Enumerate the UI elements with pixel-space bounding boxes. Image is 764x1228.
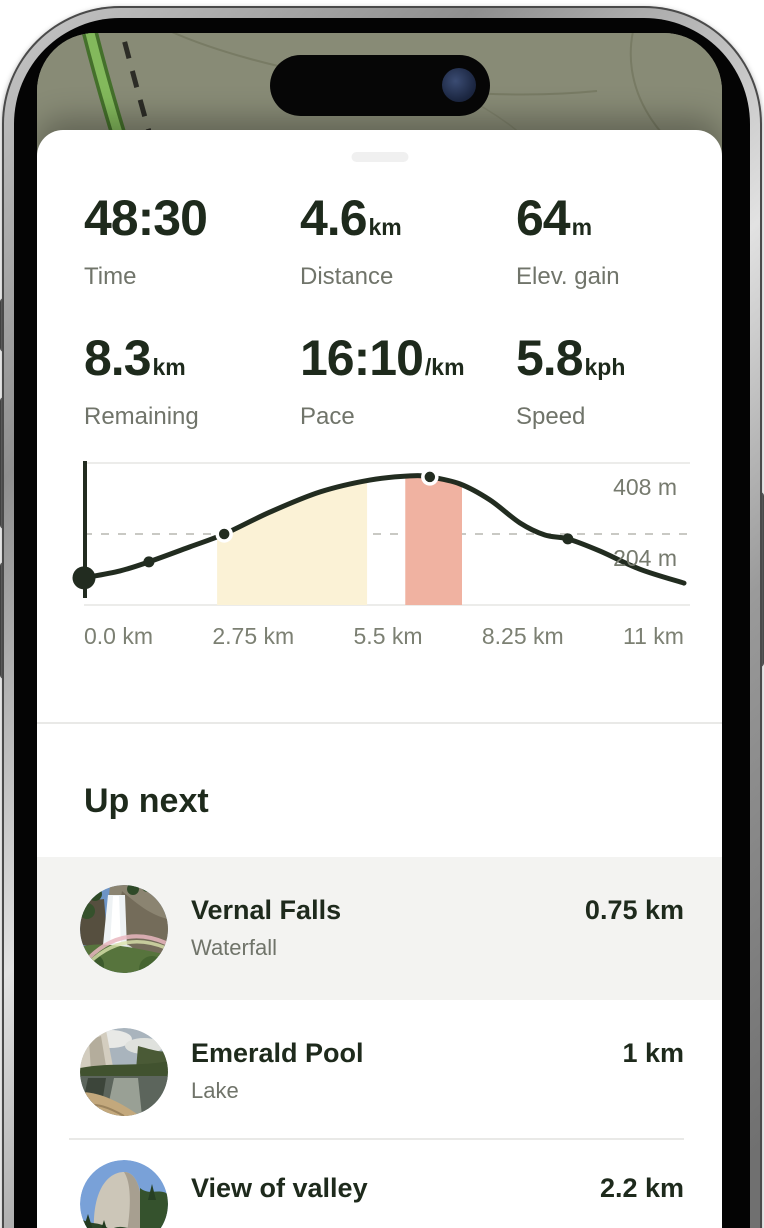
- drag-handle[interactable]: [351, 152, 408, 162]
- bottom-sheet: 48:30 Time 4.6km Distance 64m Elev. gain…: [37, 130, 722, 1228]
- stat-remaining: 8.3km Remaining: [84, 330, 199, 430]
- phone-screen: 48:30 Time 4.6km Distance 64m Elev. gain…: [37, 33, 722, 1228]
- elevation-profile-chart[interactable]: 408 m 204 m 0.0 km 2.75 km 5.5 km 8.25 km 11…: [72, 461, 690, 649]
- x-tick-label: 11 km: [623, 623, 684, 649]
- stat-speed: 5.8kph Speed: [516, 330, 626, 430]
- poi-name: View of valley: [191, 1173, 368, 1203]
- list-item-view-of-valley[interactable]: View of valley 2.2 km: [37, 1140, 722, 1228]
- x-tick-label: 2.75 km: [212, 623, 295, 649]
- poi-name: Emerald Pool: [191, 1038, 364, 1068]
- chart-zone: [217, 480, 368, 605]
- x-axis-labels: 0.0 km 2.75 km 5.5 km 8.25 km 11 km: [84, 623, 684, 650]
- current-position-marker: [72, 566, 96, 590]
- stat-time: 48:30 Time: [84, 190, 208, 290]
- poi-distance: 1 km: [622, 1038, 684, 1068]
- up-next-list: Vernal Falls Waterfall 0.75 km: [37, 857, 722, 1228]
- x-tick-label: 8.25 km: [481, 623, 564, 649]
- waypoint-marker: [421, 468, 439, 486]
- y-gridline-label-408: 408 m: [613, 474, 677, 500]
- poi-type: Lake: [191, 1078, 239, 1103]
- stat-distance: 4.6km Distance: [300, 190, 402, 290]
- poi-type: Waterfall: [191, 935, 277, 960]
- x-tick-label: 5.5 km: [353, 623, 423, 649]
- waypoint-marker: [562, 533, 574, 545]
- stat-elevation-gain: 64m Elev. gain: [516, 190, 620, 290]
- poi-distance: 2.2 km: [599, 1173, 684, 1203]
- waterfall-photo: [80, 885, 168, 973]
- list-item-emerald-pool[interactable]: Emerald Pool Lake 1 km: [37, 1000, 722, 1140]
- waypoint-marker: [143, 556, 155, 568]
- x-tick-label: 0.0 km: [84, 623, 154, 649]
- section-divider: [37, 722, 722, 724]
- waypoint-marker: [215, 525, 233, 543]
- elevation-curve: [81, 473, 687, 586]
- up-next-heading: Up next: [84, 782, 209, 820]
- valley-photo: [80, 1160, 168, 1228]
- poi-name: Vernal Falls: [191, 895, 342, 925]
- list-item-vernal-falls[interactable]: Vernal Falls Waterfall 0.75 km: [37, 857, 722, 1000]
- stat-pace: 16:10/km Pace: [300, 330, 465, 430]
- poi-distance: 0.75 km: [584, 895, 684, 925]
- y-gridline-label-204: 204 m: [613, 545, 677, 571]
- dynamic-island: [269, 55, 490, 116]
- chart-zone: [405, 475, 463, 605]
- lake-photo: [80, 1028, 168, 1116]
- camera-icon: [441, 68, 476, 102]
- stats-grid: 48:30 Time 4.6km Distance 64m Elev. gain…: [84, 190, 684, 430]
